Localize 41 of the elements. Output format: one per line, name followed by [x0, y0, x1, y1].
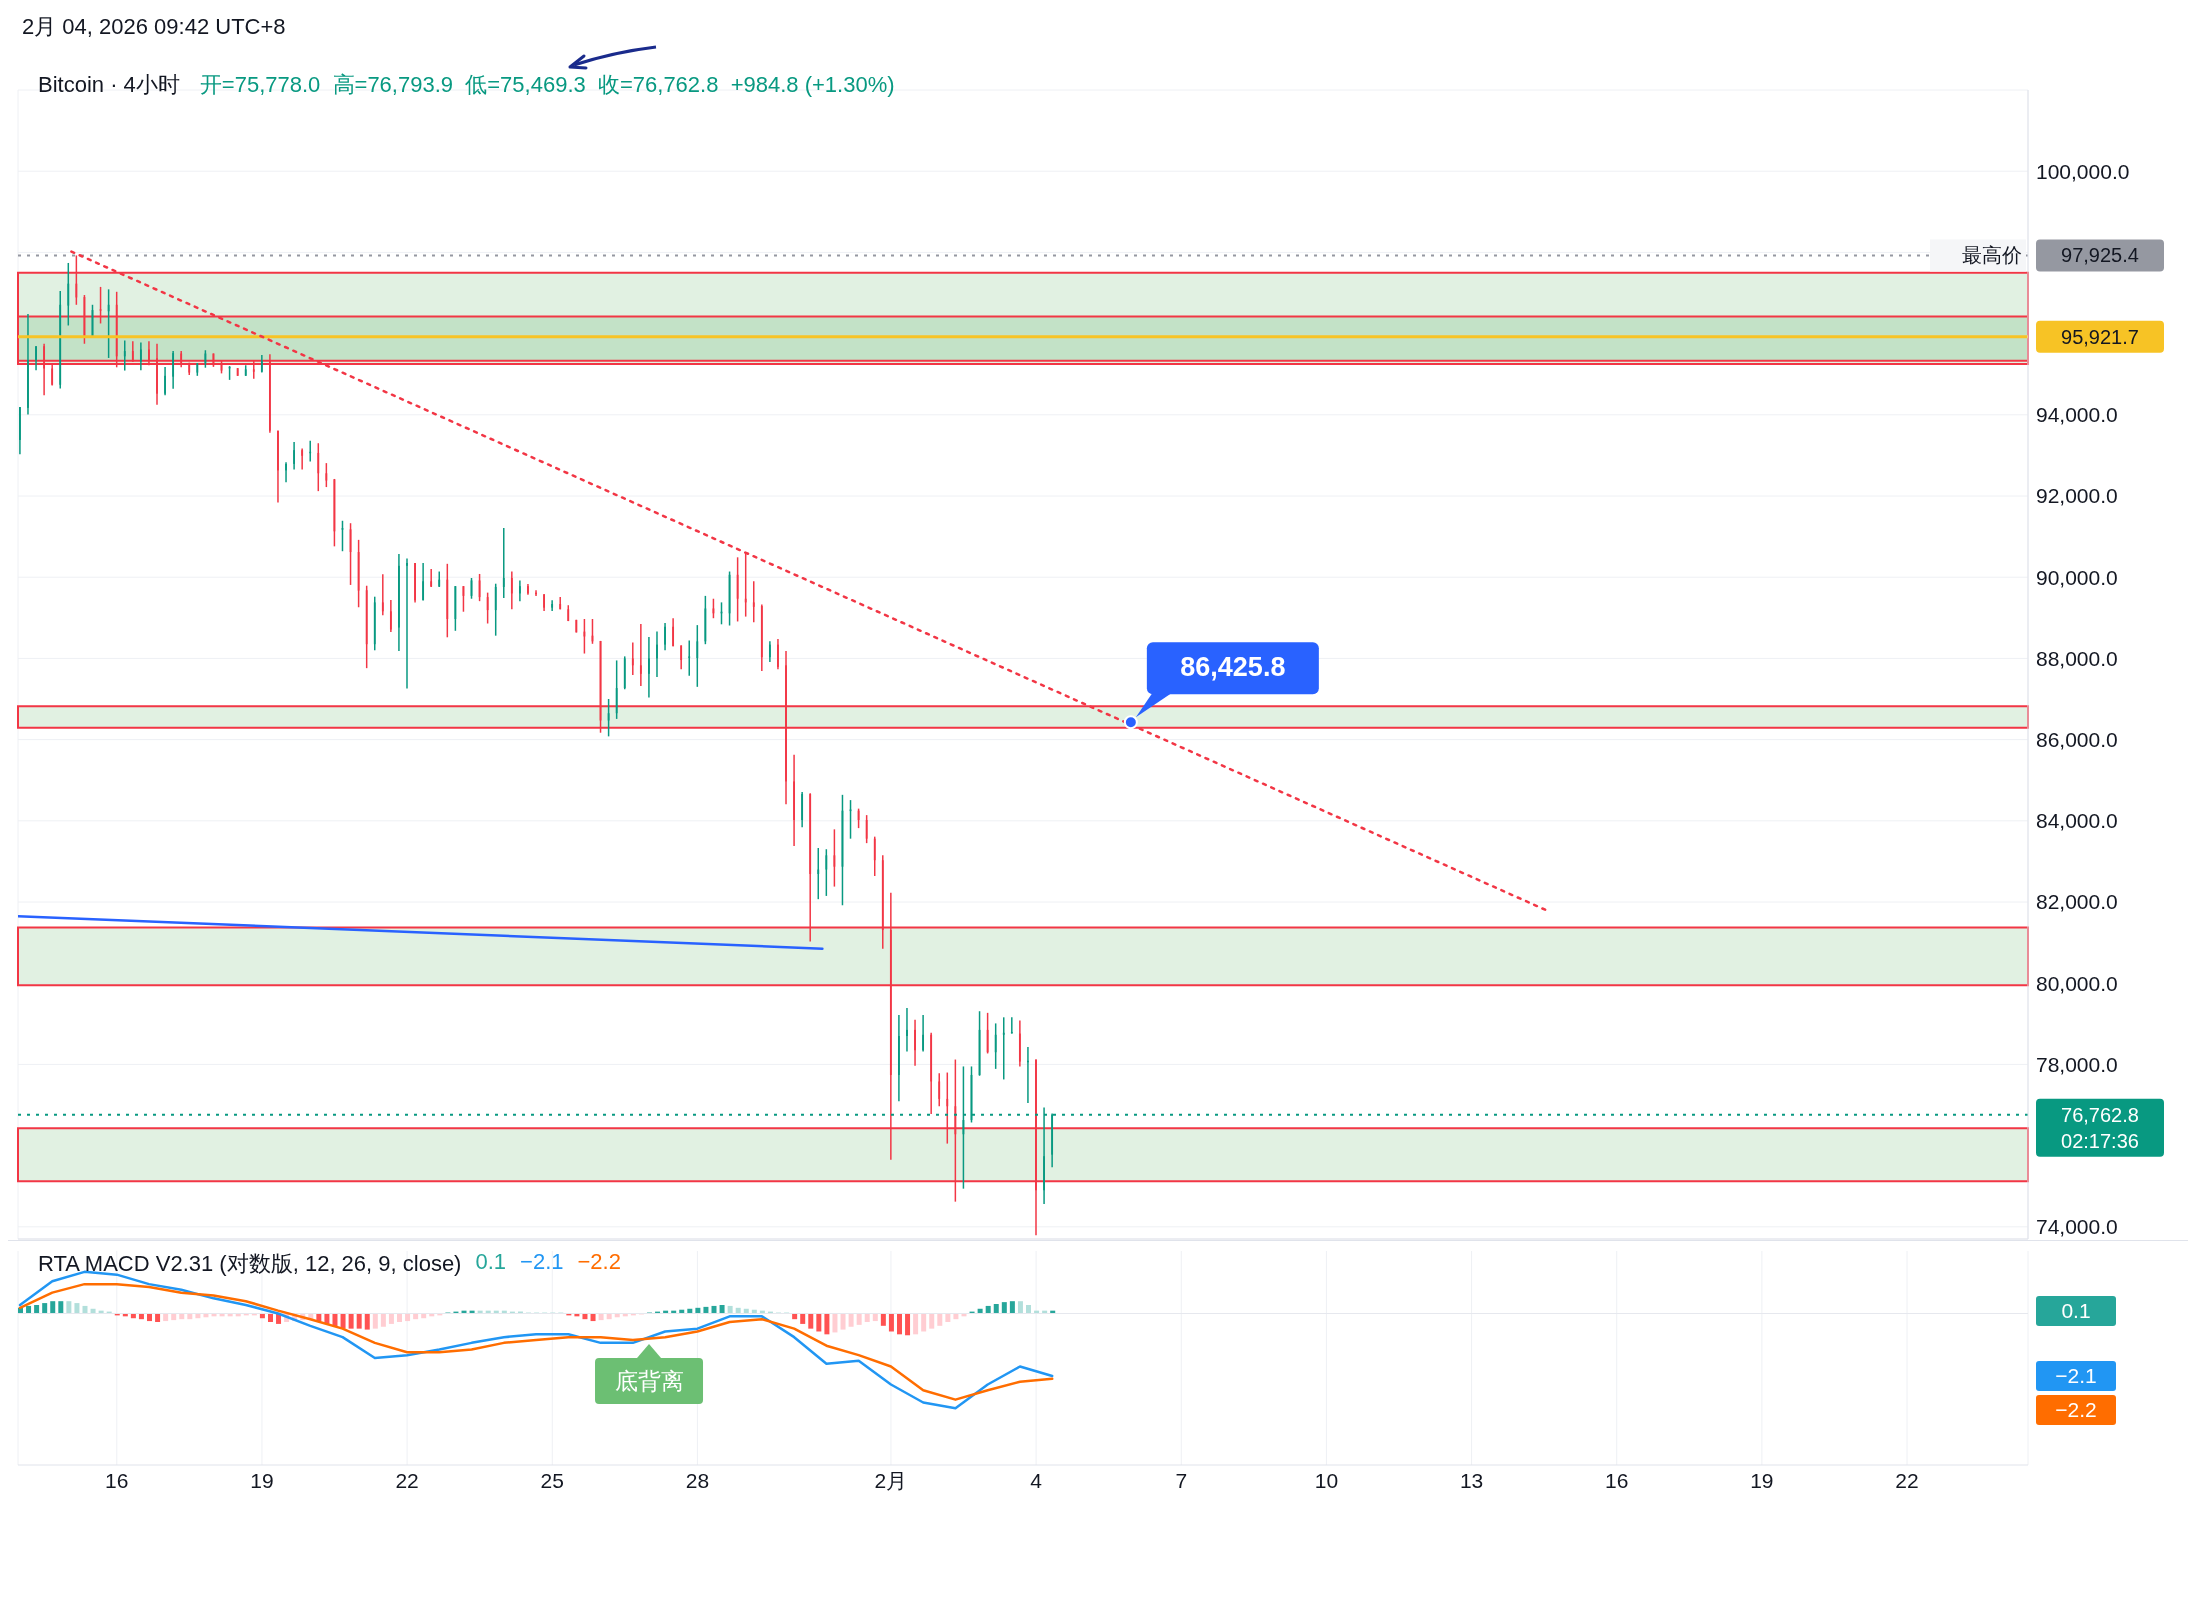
- x-tick-label: 7: [1175, 1468, 1188, 1492]
- x-tick-label: 13: [1459, 1468, 1484, 1492]
- y-tick-label: 90,000.0: [2036, 565, 2118, 589]
- x-tick-label: 19: [1750, 1468, 1774, 1492]
- y-tick-label: 84,000.0: [2036, 809, 2118, 833]
- y-tick-label: 80,000.0: [2036, 971, 2118, 995]
- y-tick-label: 78,000.0: [2036, 1052, 2118, 1076]
- text: 0.1: [2061, 1298, 2091, 1322]
- x-tick-label: 25: [540, 1468, 564, 1492]
- x-tick-label: 22: [1895, 1468, 1919, 1492]
- annotation: 95,921.7: [2061, 325, 2139, 348]
- y-tick-label: 92,000.0: [2036, 484, 2118, 508]
- x-tick-label: 4: [1030, 1468, 1043, 1492]
- annotation: −2.2: [577, 1249, 621, 1276]
- y-tick-label: 82,000.0: [2036, 890, 2118, 914]
- x-tick-label: 22: [395, 1468, 419, 1492]
- y-tick-label: 88,000.0: [2036, 646, 2118, 670]
- x-tick-label: 16: [105, 1468, 129, 1492]
- annotation: 02:17:36: [2061, 1129, 2139, 1152]
- y-tick-label: 94,000.0: [2036, 403, 2118, 427]
- ref-line-label: 最高价: [1962, 244, 2022, 267]
- x-tick-label: 16: [1605, 1468, 1629, 1492]
- x-tick-label: 10: [1314, 1468, 1339, 1492]
- chart-title: 2月 04, 2026 09:42 UTC+8: [21, 13, 287, 41]
- annotation: 0.1: [475, 1249, 507, 1276]
- annotation: 97,925.4: [2061, 244, 2139, 267]
- annotation: 底背离: [614, 1368, 684, 1395]
- annotation: 86,425.8: [1180, 652, 1286, 683]
- x-tick-label: 19: [250, 1468, 274, 1492]
- y-tick-label: 86,000.0: [2036, 728, 2118, 752]
- y-tick-label: 74,000.0: [2036, 1215, 2118, 1239]
- x-tick-label: 2月: [874, 1468, 908, 1492]
- y-tick-label: 100,000.0: [2036, 159, 2130, 183]
- x-tick-label: 28: [685, 1468, 710, 1492]
- annotation: 76,762.8: [2061, 1103, 2139, 1126]
- text: −2.1: [2055, 1363, 2097, 1387]
- chart-title: RTA MACD V2.31 (对数版, 12, 26, 9, close): [38, 1250, 462, 1278]
- annotation: 开=75,778.0 高=76,793.9 低=75,469.3 收=76,762.8 +984.8 (+1.30%): [199, 71, 895, 99]
- text: −2.2: [2055, 1397, 2097, 1421]
- chart-subtitle: Bitcoin · 4小时: [38, 71, 180, 99]
- annotation: −2.1: [520, 1249, 564, 1276]
